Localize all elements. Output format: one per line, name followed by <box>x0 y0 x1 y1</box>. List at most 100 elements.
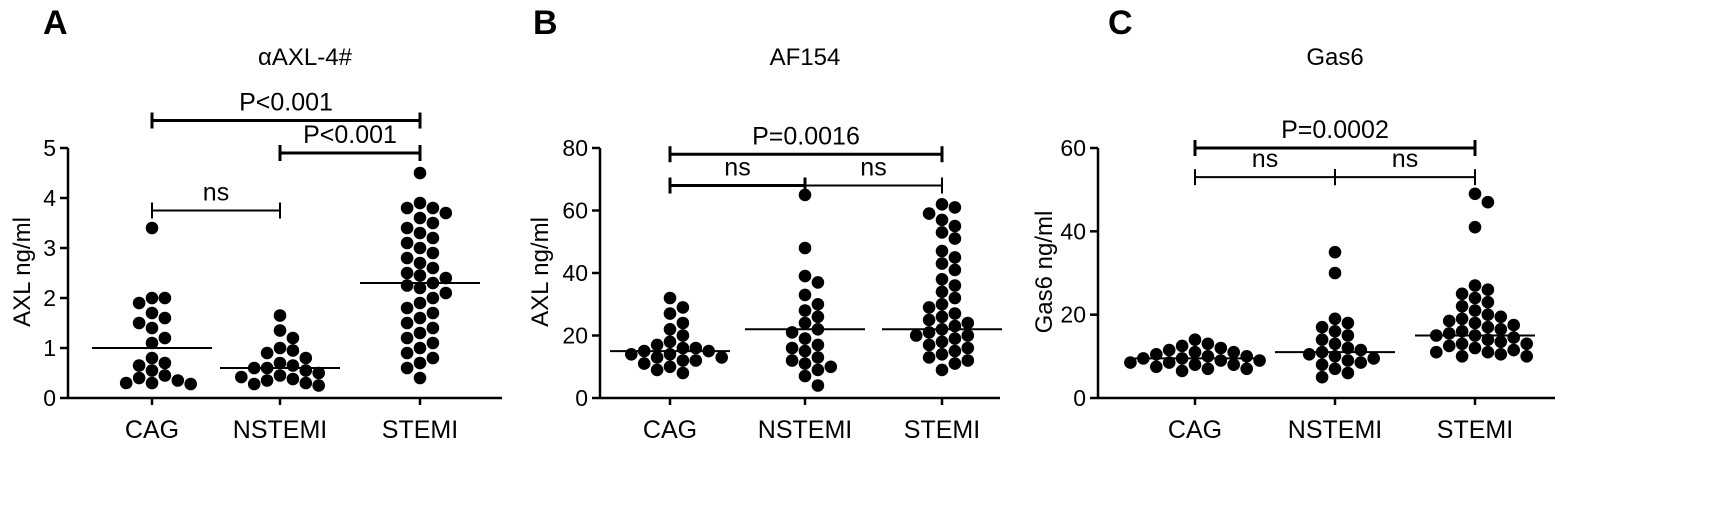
data-point <box>961 316 975 330</box>
data-point <box>1240 350 1253 363</box>
data-point <box>413 356 427 370</box>
data-point <box>948 319 962 333</box>
data-point <box>1341 366 1355 380</box>
data-point <box>426 261 440 275</box>
data-point <box>426 246 440 260</box>
data-point <box>785 326 799 339</box>
data-point <box>1494 323 1508 336</box>
data-point <box>650 351 664 364</box>
data-point <box>811 379 825 392</box>
significance-bracket <box>804 177 943 194</box>
data-point <box>811 298 825 311</box>
data-point <box>1455 300 1469 313</box>
data-point <box>426 291 440 305</box>
data-point <box>1175 364 1189 378</box>
data-point <box>663 291 677 305</box>
data-point <box>798 344 812 358</box>
data-point <box>158 311 172 325</box>
data-point <box>1481 195 1495 209</box>
data-point <box>1175 339 1189 353</box>
data-point <box>413 211 427 225</box>
data-point <box>1494 310 1508 324</box>
significance-label: ns <box>1392 145 1418 173</box>
data-point <box>676 341 690 355</box>
significance-bracket <box>1334 169 1476 186</box>
data-point <box>1367 352 1380 365</box>
y-tick-label: 60 <box>562 198 588 224</box>
significance-label: ns <box>1252 145 1278 173</box>
y-tick-label: 20 <box>1060 302 1086 328</box>
data-point <box>1162 356 1176 369</box>
data-point <box>413 296 427 310</box>
data-point <box>1328 266 1342 280</box>
data-point <box>1150 360 1163 374</box>
data-point <box>132 359 146 372</box>
data-point <box>935 348 949 361</box>
data-point <box>1315 370 1329 384</box>
data-point <box>676 354 690 367</box>
data-point <box>1341 341 1355 355</box>
data-point <box>663 307 677 320</box>
data-point <box>413 326 427 340</box>
axes-a <box>66 148 502 400</box>
data-point <box>715 351 728 364</box>
data-point <box>158 369 172 382</box>
data-point <box>119 376 133 390</box>
data-point <box>1188 345 1202 359</box>
x-category-label: STEMI <box>904 416 980 444</box>
data-point <box>948 251 962 264</box>
data-point <box>439 271 453 285</box>
data-point <box>132 296 146 310</box>
data-point <box>1328 362 1342 376</box>
data-point <box>922 351 936 364</box>
data-point <box>922 207 936 220</box>
x-category-label: CAG <box>643 416 697 444</box>
data-point <box>689 341 703 355</box>
data-point <box>1481 308 1495 322</box>
significance-bracket <box>668 146 944 163</box>
data-point <box>132 371 146 385</box>
x-category-label: STEMI <box>382 416 458 444</box>
data-point <box>948 263 962 277</box>
data-points-c <box>1124 187 1533 384</box>
data-point <box>663 323 677 336</box>
data-point <box>1507 331 1520 344</box>
data-point <box>948 201 962 214</box>
axes-c <box>1096 148 1555 400</box>
data-point <box>299 376 313 390</box>
data-point <box>312 379 326 392</box>
data-point <box>426 216 440 230</box>
data-point <box>935 298 949 311</box>
data-point <box>1124 356 1137 369</box>
y-tick-label: 40 <box>562 260 588 286</box>
data-point <box>1315 333 1329 347</box>
significance-bracket <box>151 202 281 219</box>
data-point <box>1315 358 1329 372</box>
data-point <box>1188 333 1202 347</box>
data-point <box>625 348 638 361</box>
y-tick-label: 2 <box>43 285 56 311</box>
data-point <box>145 221 159 235</box>
data-point <box>1520 350 1533 363</box>
x-categories-a: CAG NSTEMI STEMI <box>125 398 458 444</box>
data-point <box>1302 348 1316 361</box>
data-point <box>811 276 825 289</box>
data-point <box>1214 354 1228 367</box>
significance-bracket <box>150 112 422 129</box>
data-points-b <box>625 188 975 392</box>
data-point <box>1328 337 1342 351</box>
data-point <box>676 316 690 330</box>
data-point <box>1442 339 1456 353</box>
data-point <box>1227 345 1240 359</box>
data-point <box>922 301 936 314</box>
data-point <box>1494 335 1508 349</box>
data-point <box>1481 295 1495 309</box>
significance-label: P<0.001 <box>239 89 333 117</box>
data-point <box>1481 333 1495 347</box>
data-point <box>426 231 440 245</box>
data-point <box>132 316 146 330</box>
y-ticks-c: 0 20 40 60 <box>1060 135 1098 411</box>
data-point <box>1455 287 1469 301</box>
